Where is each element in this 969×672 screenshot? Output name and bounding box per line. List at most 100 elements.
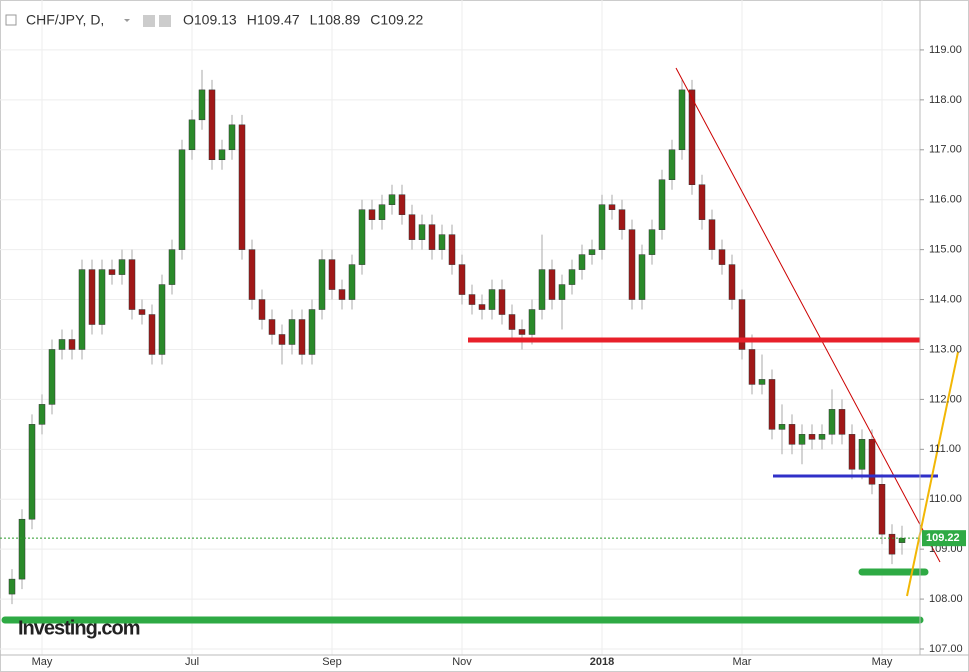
candle-body	[138, 309, 146, 315]
candle-body	[358, 209, 366, 265]
candle-body	[758, 379, 766, 385]
candle-body	[318, 259, 326, 310]
watermark: Investing.com	[18, 617, 140, 639]
candle-body	[458, 264, 466, 295]
y-tick-label: 110.00	[929, 493, 962, 505]
candle-body	[18, 518, 26, 580]
y-tick-label: 108.00	[929, 593, 963, 605]
candle-body	[398, 194, 406, 215]
candle-body	[78, 269, 86, 350]
candle-body	[408, 214, 416, 240]
candle-body	[38, 404, 46, 425]
trend-line	[675, 67, 941, 563]
candle-body	[838, 409, 846, 435]
candle-body	[658, 179, 666, 230]
x-tick-label: 2018	[590, 656, 614, 668]
candle-body	[898, 537, 906, 543]
candle-body	[268, 319, 276, 335]
dropdown-icon[interactable]	[124, 19, 130, 22]
candle-body	[108, 269, 116, 275]
y-tick-label: 111.00	[929, 443, 961, 455]
quote-value: 109.22	[380, 12, 423, 28]
candle-body	[98, 269, 106, 325]
candle-body	[128, 259, 136, 310]
quote-value: 109.13	[194, 12, 237, 28]
y-tick-label: 115.00	[929, 244, 962, 256]
candle-body	[118, 259, 126, 275]
candle-body	[188, 119, 196, 151]
candle-body	[538, 269, 546, 310]
candle-body	[68, 339, 76, 350]
candle-body	[478, 304, 486, 310]
candle-body	[818, 434, 826, 440]
candle-body	[288, 319, 296, 345]
candle-body	[468, 294, 476, 305]
candle-body	[718, 249, 726, 265]
candle-body	[278, 334, 286, 345]
candle-body	[28, 424, 36, 520]
candle-body	[368, 209, 376, 220]
candle-body	[598, 204, 606, 250]
candle-body	[378, 204, 386, 220]
candle-body	[748, 349, 756, 385]
chart-title: CHF/JPY, D,	[26, 12, 104, 28]
collapse-icon[interactable]	[5, 14, 17, 26]
candle-body	[58, 339, 66, 350]
candle-body	[888, 533, 896, 555]
candle-body	[498, 289, 506, 315]
candle-body	[198, 89, 206, 121]
x-tick-label: May	[872, 656, 893, 668]
drawings	[1, 67, 959, 624]
x-tick-label: May	[32, 656, 53, 668]
axes: 107.00108.00109.00110.00111.00112.00113.…	[32, 44, 966, 668]
candle-body	[648, 229, 656, 255]
candle-body	[248, 249, 256, 300]
y-tick-label: 113.00	[929, 343, 962, 355]
candle-body	[168, 249, 176, 285]
candle-body	[568, 269, 576, 285]
candle-body	[788, 424, 796, 445]
x-tick-label: Nov	[452, 656, 472, 668]
y-tick-label: 107.00	[929, 643, 963, 655]
y-tick-label: 116.00	[929, 194, 962, 206]
candle-body	[438, 234, 446, 250]
candle-body	[778, 424, 786, 430]
candle-body	[528, 309, 536, 335]
candle-body	[208, 89, 216, 161]
candle-body	[218, 149, 226, 161]
x-tick-label: Mar	[733, 656, 752, 668]
candle-body	[578, 254, 586, 270]
candle-body	[8, 578, 16, 595]
candle-body	[868, 439, 876, 485]
candles	[0, 69, 920, 605]
candle-body	[258, 299, 266, 320]
candle-body	[348, 264, 356, 300]
x-tick-label: Jul	[185, 656, 199, 668]
candle-body	[418, 224, 426, 240]
y-tick-label: 118.00	[929, 94, 962, 106]
candle-body	[828, 409, 836, 435]
grid	[0, 0, 920, 655]
candle-body	[628, 229, 636, 300]
candle-body	[728, 264, 736, 300]
candle-body	[548, 269, 556, 300]
candle-body	[708, 219, 716, 250]
candle-body	[228, 124, 236, 151]
quote-label: H	[247, 12, 257, 28]
y-tick-label: 117.00	[929, 144, 962, 156]
settings-icon[interactable]	[159, 15, 171, 27]
candle-body	[308, 309, 316, 355]
candle-body	[448, 234, 456, 265]
candle-body	[698, 184, 706, 220]
settings-icon[interactable]	[143, 15, 155, 27]
last-price-box	[922, 530, 966, 547]
candle-body	[178, 149, 186, 250]
candle-body	[238, 124, 246, 250]
quote-value: 108.89	[317, 12, 360, 28]
candle-body	[88, 269, 96, 325]
quote: O 109.13 H 109.47 L 108.89 C 109.22	[183, 12, 423, 28]
candle-body	[638, 254, 646, 300]
candle-body	[608, 204, 616, 210]
